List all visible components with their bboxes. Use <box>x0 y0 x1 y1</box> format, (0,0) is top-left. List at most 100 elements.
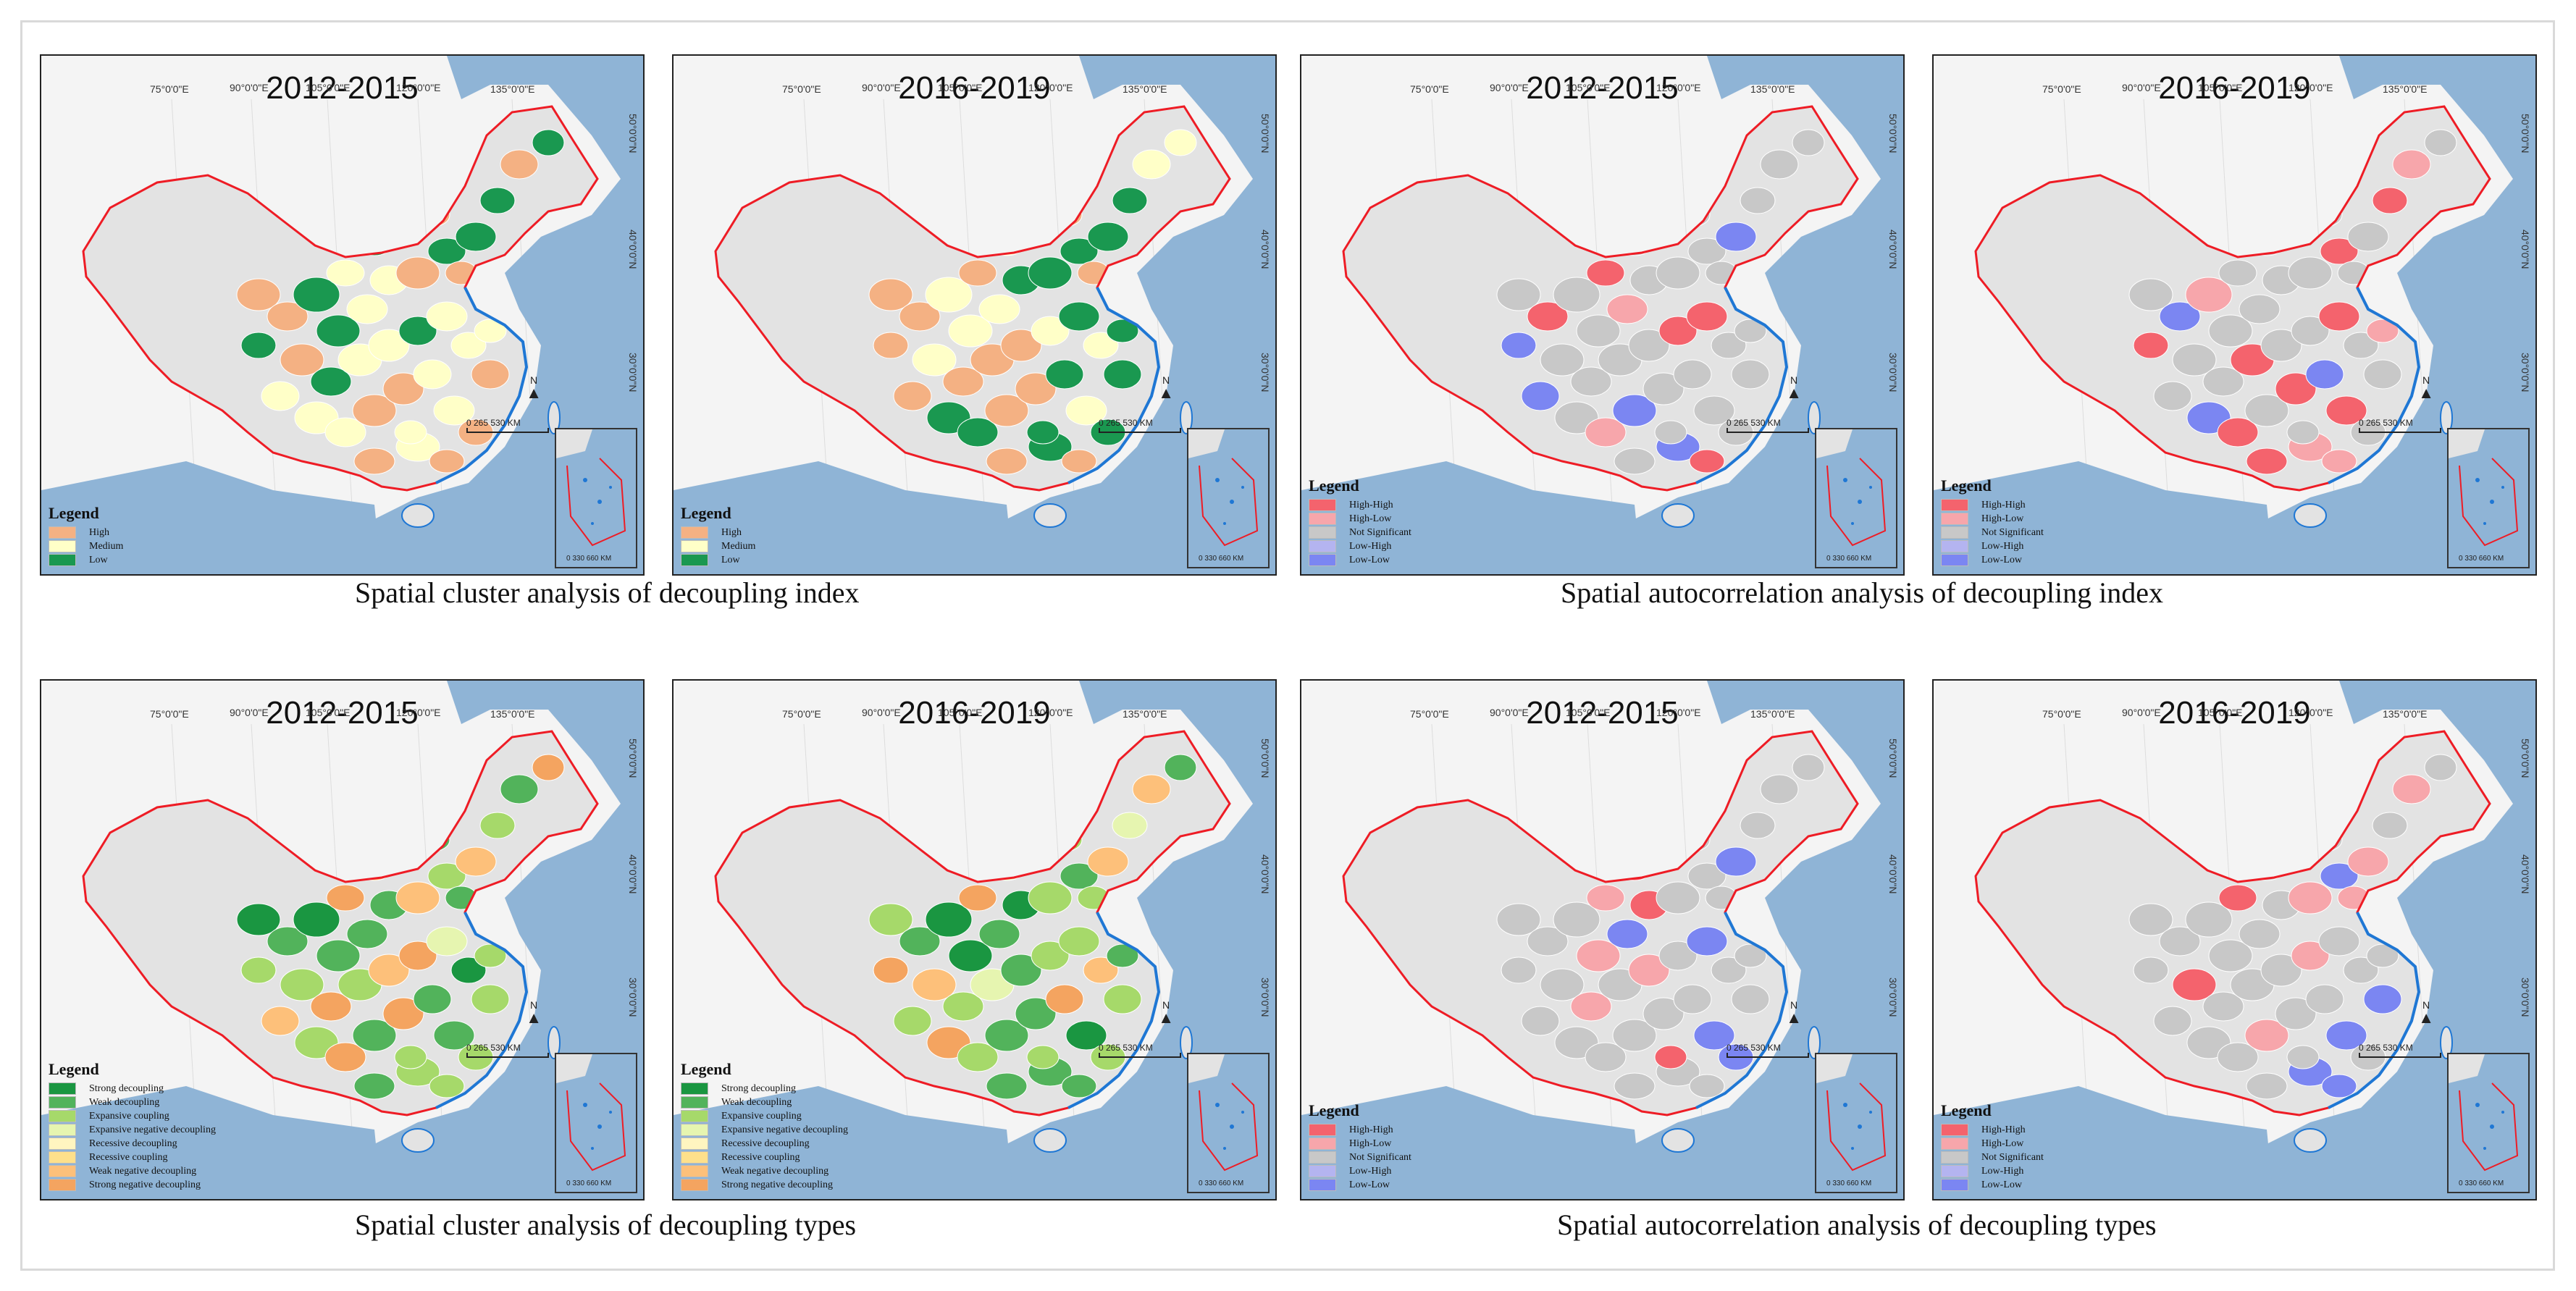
legend-label: Not Significant <box>1349 526 1411 538</box>
longitude-label: 75°0'0"E <box>1410 83 1449 95</box>
region-patch <box>2208 314 2253 348</box>
region-patch <box>1686 926 1728 956</box>
legend-swatch <box>49 1165 76 1177</box>
legend-swatch <box>1309 499 1336 511</box>
region-patch <box>394 1045 427 1069</box>
region-patch <box>1060 862 1099 890</box>
longitude-label: 135°0'0"E <box>490 83 535 95</box>
legend-item: Low <box>49 553 123 567</box>
region-patch <box>316 939 361 972</box>
legend-item: Strong negative decoupling <box>49 1178 216 1192</box>
longitude-label: 90°0'0"E <box>862 82 901 93</box>
period-title: 2016-2019 <box>898 70 1051 106</box>
coastline <box>1067 912 1161 1109</box>
longitude-label: 75°0'0"E <box>1410 708 1449 720</box>
longitude-label: 105°0'0"E <box>1566 707 1611 718</box>
region-patch <box>413 359 452 390</box>
coastline <box>1695 287 1789 484</box>
south-china-sea-inset: 0 330 660 KM <box>555 428 637 568</box>
latitude-label: 40°0'0"N <box>2520 854 2531 894</box>
legend-item: High <box>681 526 755 539</box>
longitude-label: 75°0'0"E <box>150 708 189 720</box>
south-china-sea-inset: 0 330 660 KM <box>1815 428 1897 568</box>
region-patch <box>310 366 352 397</box>
legend-item: Not Significant <box>1941 526 2044 539</box>
region-patch <box>433 1020 475 1051</box>
region-patch <box>1654 420 1687 445</box>
legend-swatch <box>1941 1124 1968 1136</box>
region-patch <box>2246 447 2288 475</box>
region-patch <box>1106 319 1139 343</box>
legend-swatch <box>49 1151 76 1164</box>
coastline <box>1067 287 1161 484</box>
region-patch <box>1000 329 1042 362</box>
latitude-label: 40°0'0"N <box>1259 230 1271 269</box>
region-patch <box>1576 314 1621 348</box>
longitude-label: 90°0'0"E <box>862 707 901 718</box>
legend-label: Not Significant <box>1349 1151 1411 1163</box>
map-panel-8: 2016-2019 75°0'0"E 90°0'0"E 105°0'0"E 120°0'… <box>1932 679 2537 1200</box>
region-patch <box>1711 956 1747 984</box>
region-patch <box>2424 754 2457 781</box>
region-patch <box>324 1042 366 1072</box>
region-patch <box>1586 259 1625 287</box>
legend-label: Weak negative decoupling <box>721 1165 829 1177</box>
region-patch <box>957 1042 999 1072</box>
latitude-label: 50°0'0"N <box>627 114 639 154</box>
region-patch <box>1628 954 1670 987</box>
longitude-label: 120°0'0"E <box>396 82 441 93</box>
south-china-sea-inset: 0 330 660 KM <box>2447 1053 2530 1193</box>
region-patch <box>2372 812 2408 839</box>
legend-swatch <box>49 1137 76 1150</box>
region-patch <box>1061 449 1097 474</box>
legend-title: Legend <box>49 1060 99 1078</box>
legend-swatch <box>681 1096 708 1109</box>
region-patch <box>2372 187 2408 214</box>
longitude-label: 120°0'0"E <box>1028 707 1073 718</box>
region-patch <box>450 956 487 984</box>
region-patch <box>500 774 539 804</box>
legend-item: High-Low <box>1309 512 1411 526</box>
region-patch <box>261 1006 300 1036</box>
region-patch <box>1496 903 1541 936</box>
scale-values: 0 265 530 <box>1099 1043 1138 1053</box>
region-patch <box>1527 926 1569 956</box>
region-patch <box>368 329 410 362</box>
longitude-label: 90°0'0"E <box>230 82 269 93</box>
region-patch <box>1760 774 1799 804</box>
region-patch <box>1792 129 1825 156</box>
legend-label: Expansive coupling <box>721 1110 802 1122</box>
legend-swatch <box>1941 554 1968 566</box>
china-landmass <box>1976 106 2490 490</box>
region-patch <box>868 278 913 311</box>
china-map <box>1934 56 2535 574</box>
longitude-label: 105°0'0"E <box>2198 82 2243 93</box>
longitude-label: 120°0'0"E <box>2288 82 2333 93</box>
region-patch <box>267 926 309 956</box>
sea-area <box>1301 461 1642 574</box>
coastline <box>2328 912 2421 1109</box>
legend-label: Not Significant <box>1981 526 2044 538</box>
legend-swatch <box>1941 513 1968 525</box>
legend-item: Not Significant <box>1941 1151 2044 1164</box>
region-patch <box>1540 343 1585 377</box>
latitude-label: 50°0'0"N <box>627 739 639 778</box>
legend-swatch <box>1309 513 1336 525</box>
region-patch <box>2286 420 2320 445</box>
legend-swatch <box>49 540 76 552</box>
region-patch <box>398 941 437 971</box>
region-patch <box>1015 997 1057 1030</box>
caption-bottom-right: Spatial autocorrelation analysis of deco… <box>1557 1208 2157 1241</box>
region-patch <box>2286 1045 2320 1069</box>
region-patch <box>1673 359 1712 390</box>
scale-bar: 0 265 530 KM <box>466 1043 549 1058</box>
island <box>2294 1128 2327 1153</box>
legend-item: High-High <box>1309 498 1411 512</box>
legend-item: Recessive decoupling <box>49 1137 216 1151</box>
region-patch <box>293 901 340 938</box>
region-patch <box>280 968 324 1001</box>
region-patch <box>326 259 365 287</box>
region-patch <box>1028 881 1073 914</box>
legend-label: Recessive coupling <box>721 1151 800 1163</box>
china-landmass <box>716 731 1230 1115</box>
